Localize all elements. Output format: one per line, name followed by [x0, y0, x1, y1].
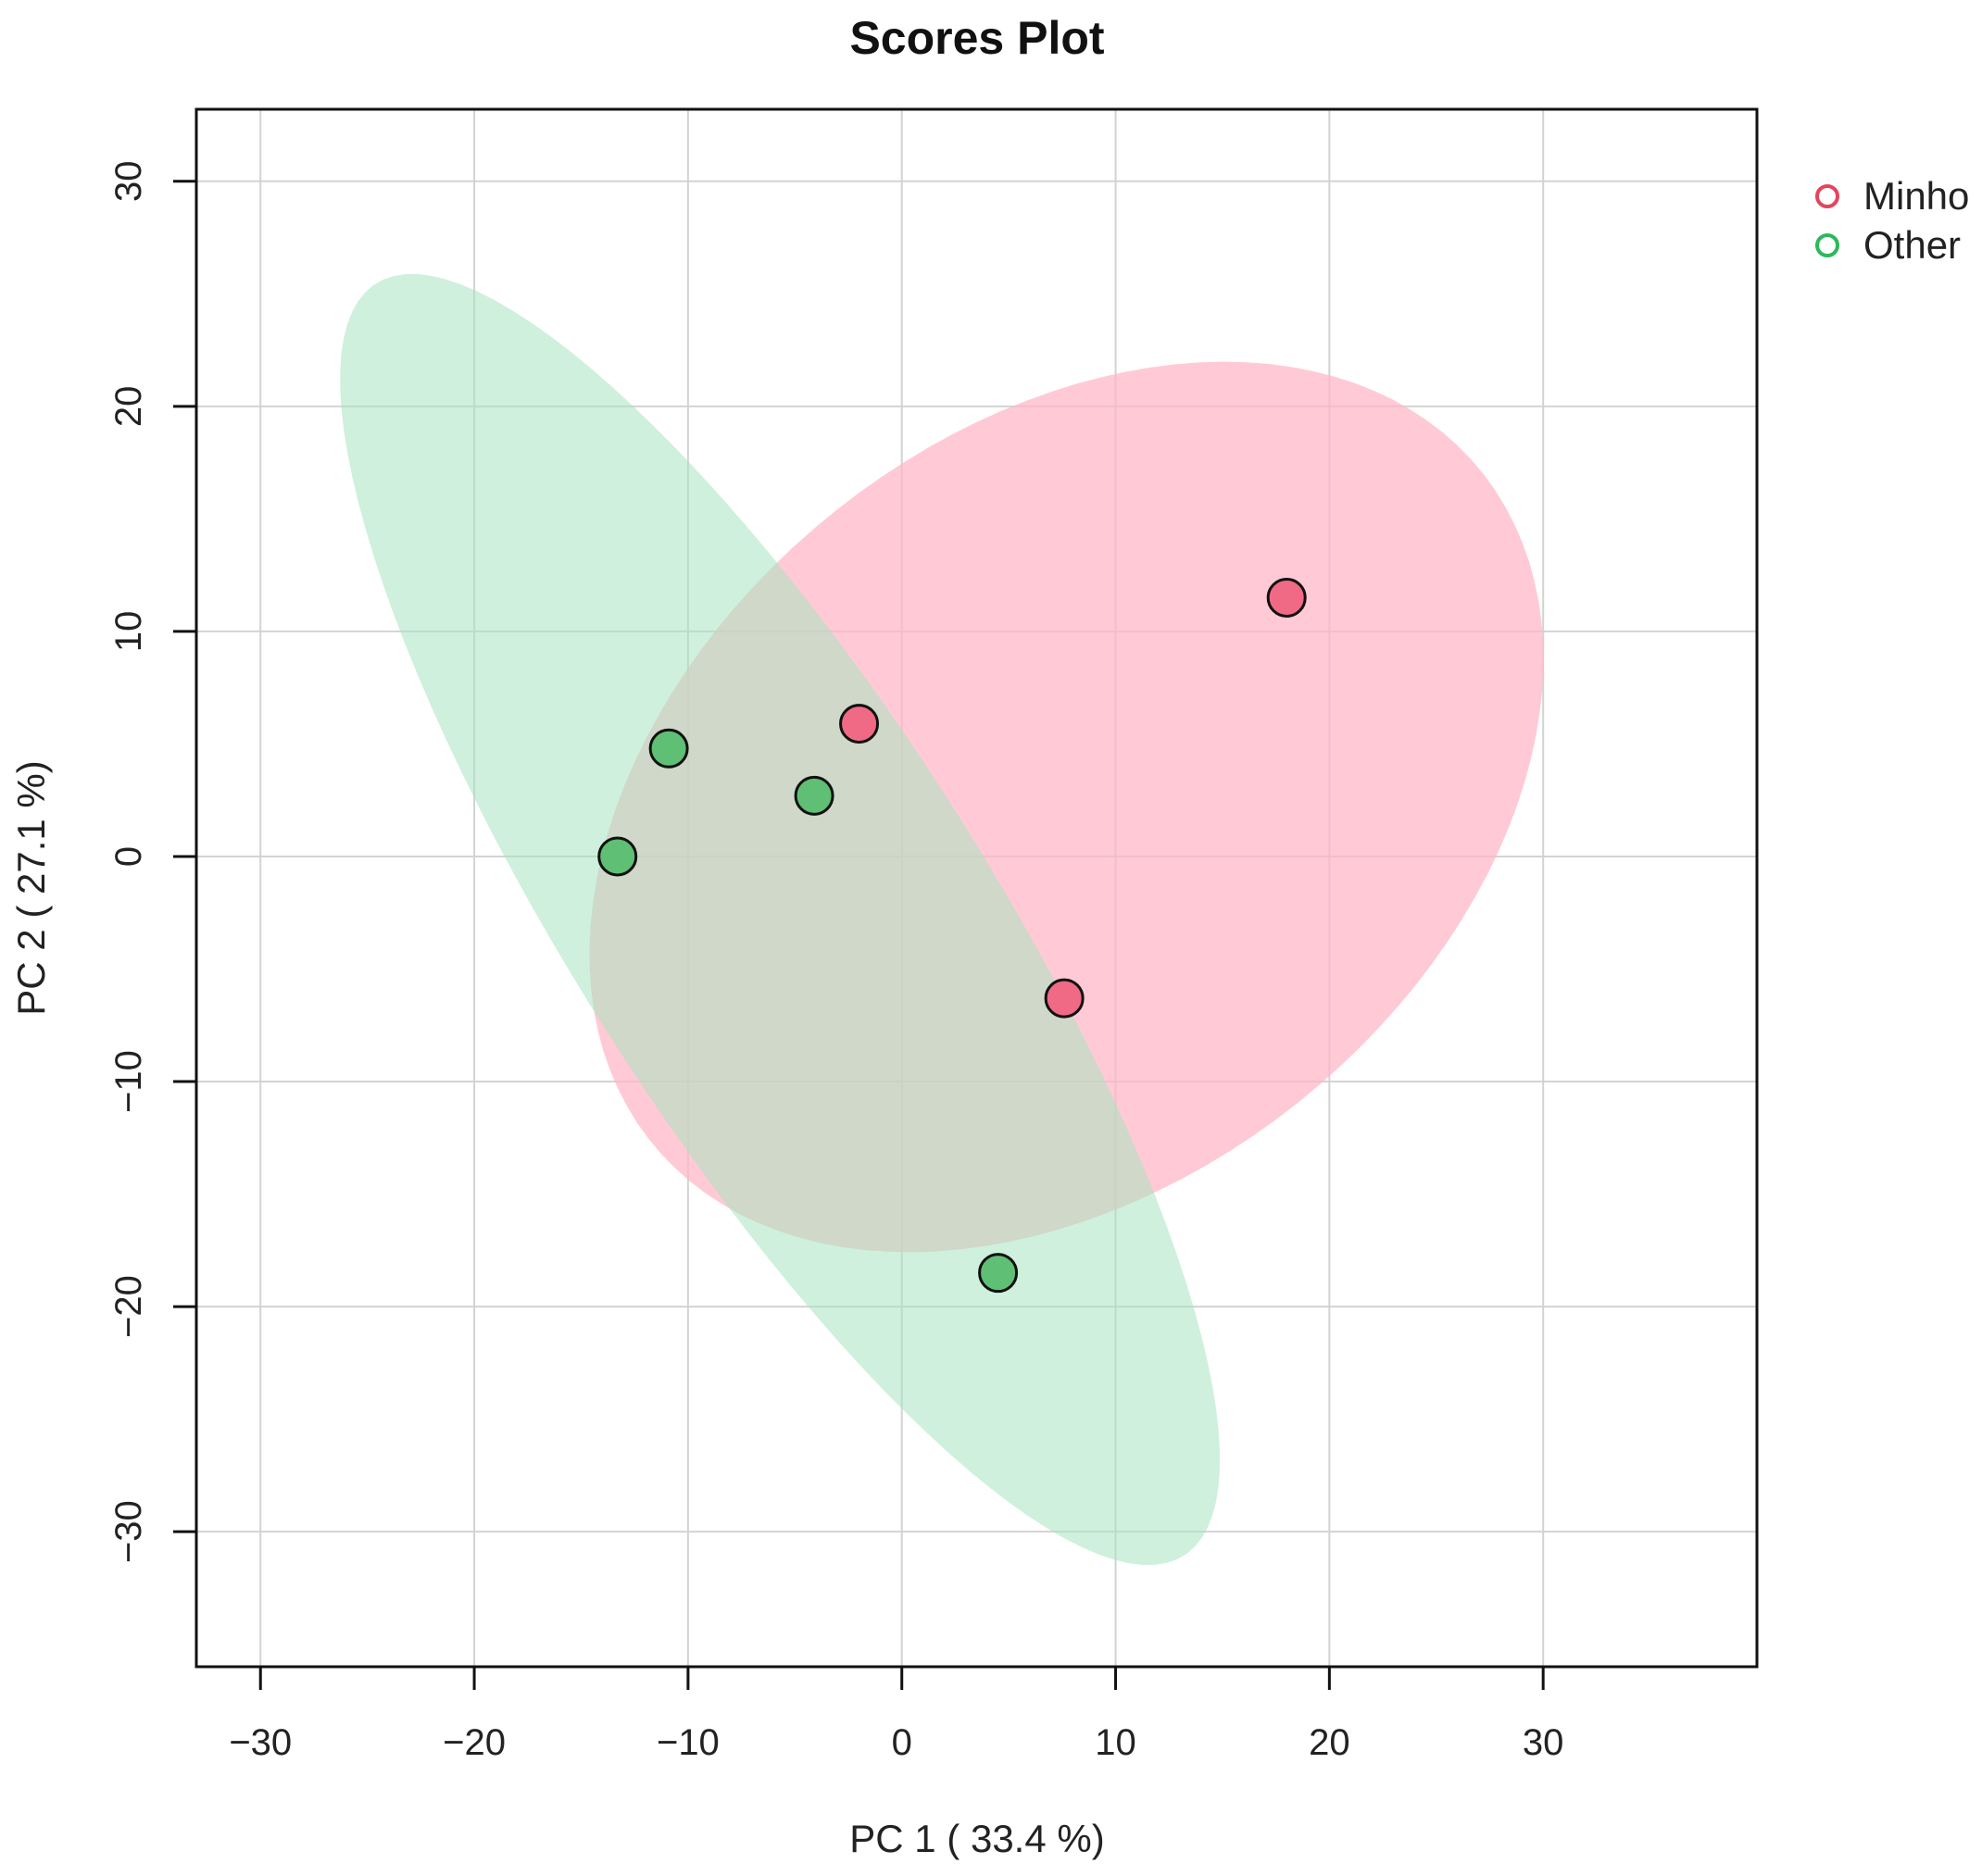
y-tick-label: −10 — [108, 1050, 149, 1113]
x-tick-label: 0 — [892, 1722, 912, 1763]
y-tick-label: −20 — [108, 1275, 149, 1338]
score-points — [597, 577, 1307, 1294]
legend: Minho Other — [1815, 174, 1969, 267]
y-tick-label: 30 — [108, 161, 149, 203]
legend-marker-minho — [1815, 184, 1839, 208]
x-tick-label: −20 — [443, 1722, 506, 1763]
legend-marker-other — [1815, 233, 1839, 257]
x-tick-label: −10 — [657, 1722, 720, 1763]
point-minho-2 — [839, 704, 880, 744]
x-tick-label: 30 — [1523, 1722, 1564, 1763]
point-other-4 — [978, 1253, 1019, 1294]
confidence-ellipses — [340, 274, 1544, 1565]
y-tick-label: 10 — [108, 611, 149, 653]
y-axis-ticks: −30 −20 −10 0 10 20 30 — [108, 161, 198, 1563]
point-other-3 — [597, 836, 638, 877]
y-axis-label: PC 2 ( 27.1 %) — [9, 760, 53, 1015]
legend-label-minho: Minho — [1863, 174, 1969, 218]
x-tick-label: 10 — [1095, 1722, 1136, 1763]
legend-label-other: Other — [1863, 223, 1961, 267]
point-minho-1 — [1266, 577, 1307, 618]
point-other-2 — [794, 775, 834, 816]
y-tick-label: −30 — [108, 1500, 149, 1563]
x-tick-label: −30 — [229, 1722, 292, 1763]
point-minho-3 — [1044, 978, 1085, 1019]
x-axis-ticks: −30 −20 −10 0 10 20 30 — [229, 1665, 1564, 1763]
chart-title: Scores Plot — [849, 12, 1104, 64]
y-tick-label: 20 — [108, 386, 149, 428]
x-axis-label: PC 1 ( 33.4 %) — [849, 1817, 1104, 1860]
y-tick-label: 0 — [108, 846, 149, 867]
ellipse-other — [340, 274, 1220, 1565]
point-other-1 — [648, 728, 689, 769]
x-tick-label: 20 — [1309, 1722, 1350, 1763]
